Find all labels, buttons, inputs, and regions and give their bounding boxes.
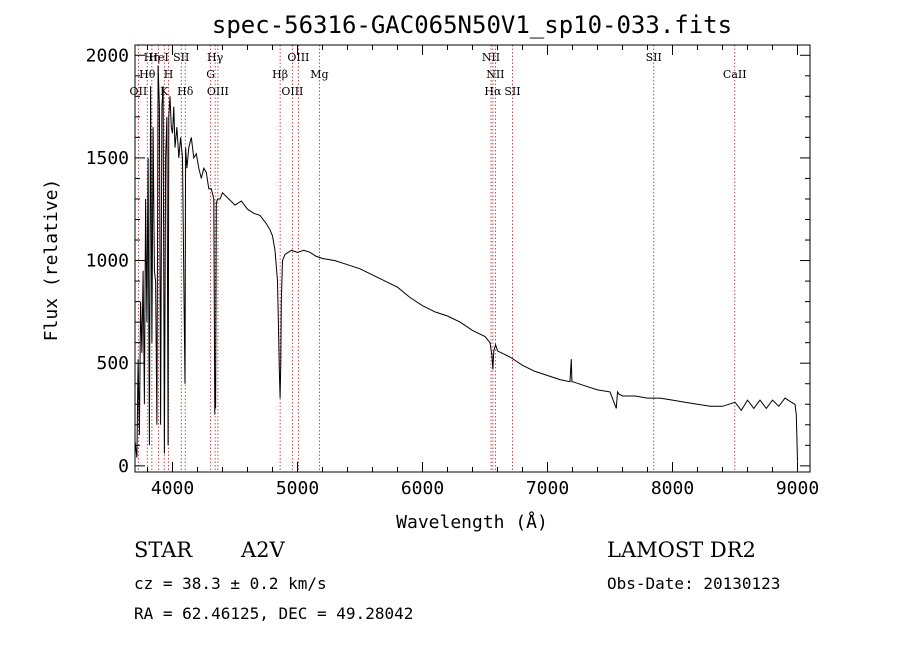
line-marker-label: SII xyxy=(173,51,189,64)
x-tick-label: 7000 xyxy=(526,478,569,499)
x-tick-label: 9000 xyxy=(776,478,819,499)
spectral-subclass: A2V xyxy=(241,538,285,562)
x-tick-label: 8000 xyxy=(651,478,694,499)
x-tick-label: 4000 xyxy=(151,478,194,499)
line-marker-label: OII xyxy=(130,85,148,98)
line-marker-label: OIII xyxy=(207,85,229,98)
line-marker-label: SII xyxy=(646,51,662,64)
line-marker-label: HeI xyxy=(148,51,168,64)
redshift-velocity: cz = 38.3 ± 0.2 km/s xyxy=(134,574,327,593)
object-class: STAR xyxy=(134,538,193,562)
line-marker-label: H xyxy=(164,68,174,81)
line-marker-label: NII xyxy=(482,51,500,64)
line-marker-label: NII xyxy=(486,68,504,81)
plot-area xyxy=(134,65,798,462)
line-marker-label: CaII xyxy=(723,68,747,81)
spectrum-line xyxy=(134,65,798,462)
line-marker-label: OIII xyxy=(281,85,303,98)
y-tick-label: 2000 xyxy=(86,45,129,66)
x-axis-label: Wavelength (Å) xyxy=(396,511,548,533)
line-marker-label: Hη xyxy=(144,51,160,64)
survey-name: LAMOST DR2 xyxy=(607,538,756,562)
x-tick-label: 6000 xyxy=(401,478,444,499)
y-tick-label: 500 xyxy=(96,353,129,374)
line-marker-label: Hδ xyxy=(177,85,194,98)
line-marker-label: Hγ xyxy=(207,51,224,64)
line-marker-label: K xyxy=(160,85,169,98)
y-axis-label: Flux (relative) xyxy=(41,179,62,342)
observation-date: Obs-Date: 20130123 xyxy=(607,574,781,593)
line-marker-label: Hθ xyxy=(139,68,156,81)
line-marker-label: Mg xyxy=(310,68,328,81)
line-marker-label: Hα xyxy=(484,85,502,98)
y-tick-label: 0 xyxy=(118,456,129,477)
line-marker-label: Hβ xyxy=(272,68,288,81)
line-marker-label: OIII xyxy=(287,51,309,64)
line-marker-label: SII xyxy=(504,85,520,98)
emission-line-markers: OIIHθHηHeIKHSIIHδGHγOIIIHβOIIIOIIIMgNIIN… xyxy=(130,45,747,472)
x-tick-label: 5000 xyxy=(276,478,319,499)
axes: 4000 5000 6000 7000 8000 9000 0 500 1000 1500 2000 xyxy=(86,44,819,499)
plot-frame xyxy=(134,44,811,473)
sky-coordinates: RA = 62.46125, DEC = 49.28042 xyxy=(134,604,414,623)
y-tick-label: 1500 xyxy=(86,148,129,169)
chart-title: spec-56316-GAC065N50V1_sp10-033.fits xyxy=(212,11,732,39)
y-tick-label: 1000 xyxy=(86,251,129,272)
line-marker-label: G xyxy=(206,68,215,81)
